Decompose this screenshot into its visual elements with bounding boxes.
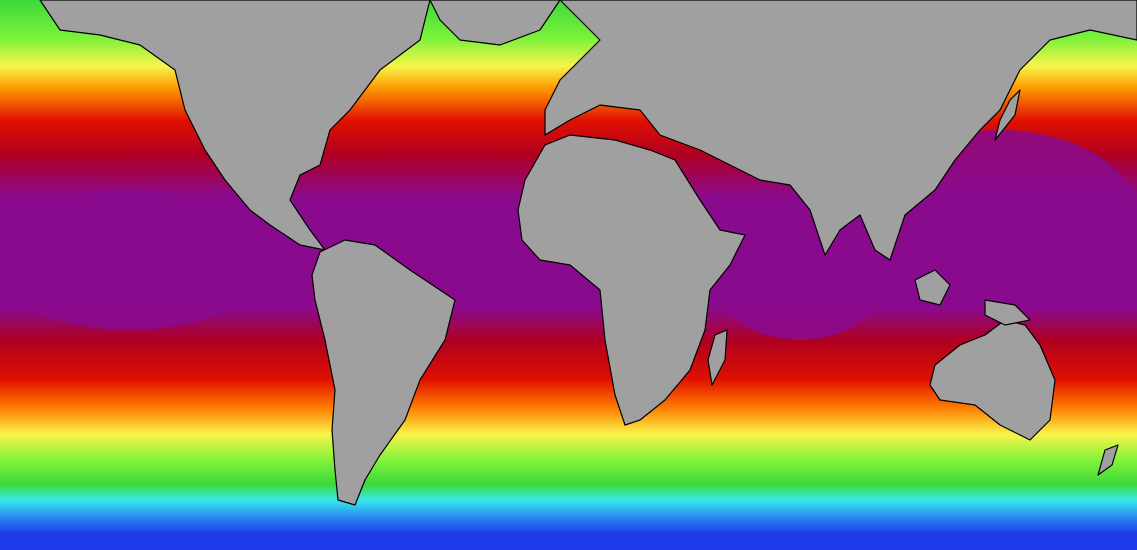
eurasia [544, 0, 1137, 261]
australia [929, 319, 1056, 441]
madagascar [707, 329, 728, 386]
new-zealand [1097, 444, 1119, 476]
new-guinea [984, 299, 1031, 326]
warm-pool [0, 190, 270, 330]
south-america [311, 239, 456, 506]
japan [994, 89, 1021, 141]
warm-pool [710, 200, 890, 340]
north-america [39, 0, 431, 251]
greenland [429, 0, 561, 46]
borneo [914, 269, 951, 306]
africa [517, 134, 746, 426]
